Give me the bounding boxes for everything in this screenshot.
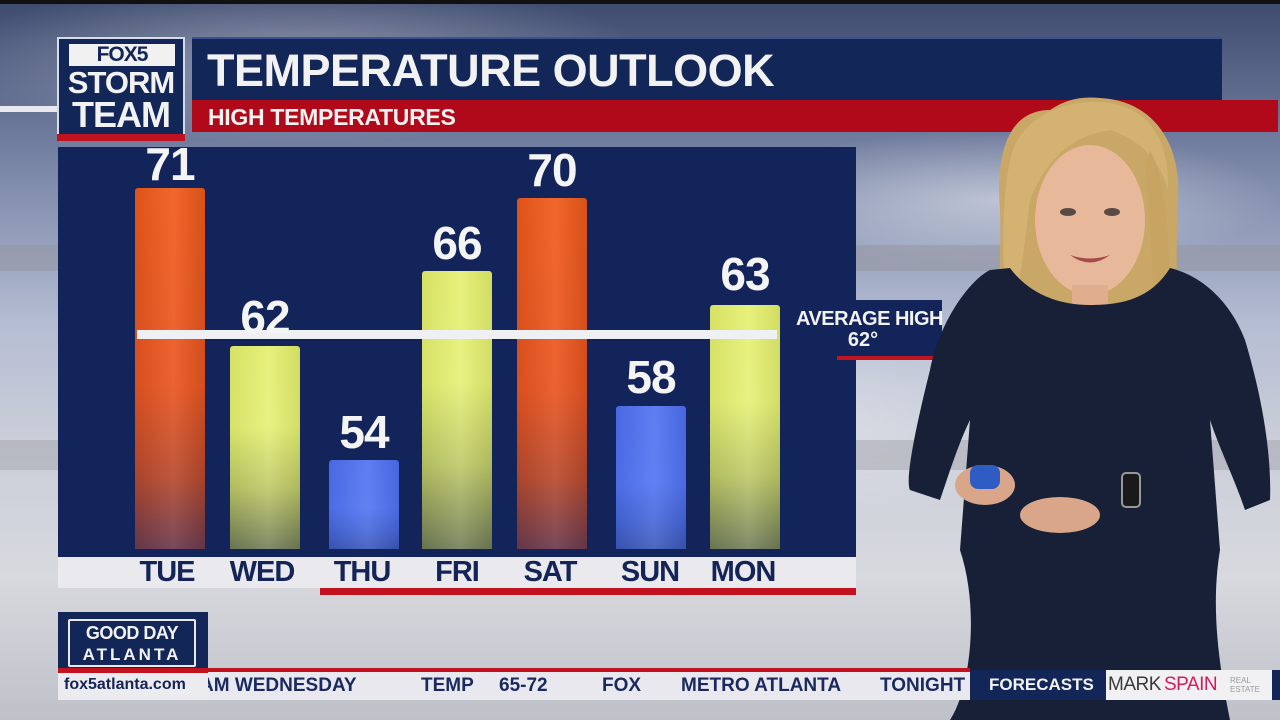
website-box: fox5atlanta.com: [58, 673, 208, 700]
sponsor-edge-accent: [1272, 670, 1280, 700]
bar-sat: [517, 198, 587, 549]
section-label-text: FORECASTS: [989, 675, 1094, 694]
ticker-item: TEMP: [421, 675, 474, 696]
value-tue: 71: [145, 138, 195, 190]
average-high-title: AVERAGE HIGH: [796, 308, 943, 330]
value-thu: 54: [339, 406, 389, 458]
day-label-tue: TUE: [139, 556, 196, 588]
top-letterbox: [0, 0, 1280, 4]
show-logo-red-accent: [58, 668, 208, 673]
page-title: TEMPERATURE OUTLOOK: [207, 45, 775, 96]
sponsor-name-part1: MARK: [1108, 674, 1161, 695]
value-wed: 62: [240, 291, 290, 343]
ticker-item: TONIGHT: [880, 675, 966, 696]
bar-wed: [230, 346, 300, 549]
average-high-line: [137, 330, 777, 339]
title-banner: TEMPERATURE OUTLOOK: [192, 37, 1222, 100]
ticker-section-label: FORECASTS: [970, 670, 1106, 700]
logo-network: FOX5: [69, 44, 175, 66]
day-axis: TUE WED THU FRI SAT SUN MON: [58, 557, 856, 588]
day-label-sun: SUN: [620, 556, 680, 588]
logo-line2: TEAM: [72, 94, 171, 135]
average-high-red-accent: [837, 356, 940, 360]
fox5-storm-team-logo: FOX5 STORM TEAM: [57, 37, 185, 140]
meteorologist-presenter: [908, 97, 1271, 720]
decorative-line: [0, 106, 57, 112]
good-day-atlanta-logo: GOOD DAY ATLANTA: [58, 612, 208, 672]
temperature-chart: 71 62 54 66 70 58 63: [58, 141, 856, 557]
show-logo-line2: ATLANTA: [82, 645, 182, 664]
page-subtitle: HIGH TEMPERATURES: [208, 104, 456, 130]
bar-sun: [616, 406, 686, 549]
day-label-wed: WED: [229, 556, 296, 588]
sponsor-tag: REAL ESTATE: [1230, 676, 1260, 694]
day-axis-red-accent: [320, 588, 856, 595]
value-fri: 66: [432, 217, 482, 269]
ticker-red-accent: [208, 668, 970, 672]
bar-fri: [422, 271, 492, 549]
show-logo-line1: GOOD DAY: [85, 623, 179, 643]
bar-mon: [710, 305, 780, 549]
day-label-thu: THU: [333, 556, 392, 588]
ticker-item: AM WEDNESDAY: [208, 675, 357, 696]
ticker-item: METRO ATLANTA: [681, 675, 842, 696]
value-sat: 70: [527, 144, 577, 196]
logo-line1: STORM: [67, 65, 175, 100]
bar-tue: [135, 188, 205, 549]
news-ticker: AM WEDNESDAY TEMP 65-72 FOX METRO ATLANT…: [208, 672, 970, 700]
fox-logo-separator: FOX: [602, 675, 642, 696]
value-sun: 58: [626, 351, 676, 403]
ticker-item: 65-72: [499, 675, 548, 696]
value-mon: 63: [720, 248, 770, 300]
day-label-mon: MON: [710, 556, 777, 588]
sponsor-logo: MARK SPAIN REAL ESTATE: [1106, 670, 1272, 700]
logo-red-accent: [57, 134, 185, 141]
day-label-fri: FRI: [435, 556, 480, 588]
average-high-value: 62°: [847, 329, 879, 351]
website-url: fox5atlanta.com: [64, 676, 186, 693]
day-label-sat: SAT: [523, 556, 578, 588]
bar-thu: [329, 460, 399, 549]
sponsor-name-part2: SPAIN: [1164, 674, 1218, 695]
average-high-label: AVERAGE HIGH 62°: [790, 300, 943, 358]
